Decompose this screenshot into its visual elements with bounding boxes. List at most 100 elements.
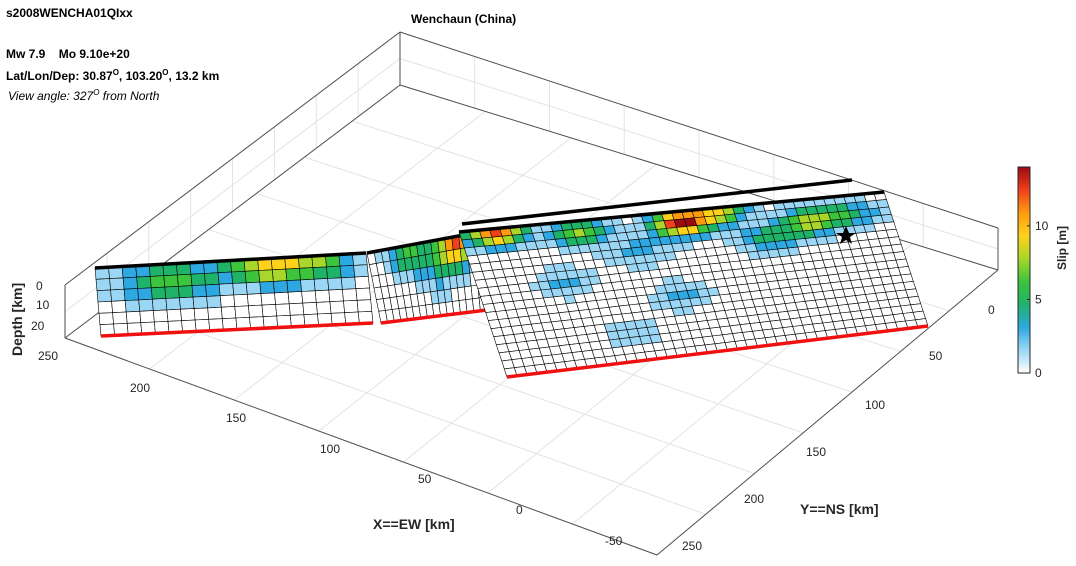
slip-cell [258,269,274,283]
slip-cell [895,258,909,268]
slip-cell [95,278,111,292]
slip-cell [910,303,924,313]
slip-cell [219,294,236,308]
slip-cell [137,287,153,301]
fault-trace-top [94,251,367,270]
slip-cell [111,300,127,314]
slip-cell [888,236,902,246]
x-tick-label: 50 [418,472,432,486]
slip-cell [356,299,373,313]
deg-sup-2: O [162,68,169,77]
slip-cell [191,284,207,298]
view-angle-label: View angle: 327 [8,89,94,103]
slip-cell [271,268,288,282]
slip-cell [110,288,126,302]
fault-bottom-edge [100,321,374,338]
slip-cell [883,221,897,231]
slip-cell [164,286,180,299]
slip-cell [878,206,892,216]
slip-cell [163,274,179,288]
slip-cell [206,295,222,309]
slip-cell [875,199,890,209]
z-tick-label: 0 [36,279,43,293]
slip-cell [260,292,276,306]
slip-cell [204,272,220,286]
slip-cell [285,267,301,281]
y-axis-label: Y==NS [km] [800,501,879,517]
wall-grid-line [399,58,999,250]
slip-cell [313,278,330,292]
fault-bottom-edge [506,324,929,379]
slip-cell [326,265,342,279]
colorbar-tick-label: 0 [1035,366,1042,380]
location-dep: , 13.2 km [168,69,220,83]
y-tick-label: 100 [865,398,885,412]
slip-cell [340,276,357,290]
z-axis-label: Depth [km] [9,283,25,356]
slip-cell [124,299,141,313]
slip-cell [328,289,344,303]
axes-box-edge [399,31,999,229]
slip-cell [136,276,152,289]
event-id: s2008WENCHA01QIxx [6,6,133,20]
slip-cell [98,312,114,326]
x-axis-label: X==EW [km] [373,516,455,532]
slip-cell [205,283,221,297]
slip-cell [192,296,209,309]
x-tick-label: -50 [605,534,623,548]
slip-cell [912,310,927,321]
fault-segment [94,251,374,338]
y-tick-label: 0 [988,303,995,317]
slip-cell [339,265,356,279]
slip-cell [299,267,315,281]
slip-cell [300,278,316,292]
slip-cell [900,273,914,283]
slip-cell [905,288,919,298]
slip-cell [343,299,359,314]
y-tick-label: 250 [682,539,702,553]
z-tick-label: 20 [31,319,45,333]
slip-cell [139,310,155,324]
slip-cell [312,266,328,280]
fault-segment [458,190,929,379]
axes-box-edge [64,31,401,286]
slip-cell [275,303,291,317]
slip-cell [245,281,262,295]
slip-cell [902,280,917,291]
colorbar-label: Slip [m] [1055,226,1069,270]
slip-cell [123,288,140,301]
fault-bottom-edge [380,308,488,325]
slip-cell [234,305,250,319]
slip-cell [149,275,166,289]
slip-cell [342,288,358,302]
slip-cell [220,306,237,320]
slip-cell [885,228,900,239]
slip-cell [180,308,196,322]
z-tick-label: 10 [36,298,50,312]
mw-label: Mw 7.9 [6,47,46,61]
slip-cell [274,291,290,305]
slip-cell [354,275,370,290]
x-tick-label: 200 [130,381,150,395]
slip-cell [179,296,195,310]
fault-segments [94,178,929,379]
slip-cell [97,300,113,314]
chart-title: Wenchaun (China) [411,12,517,26]
slip-cell [355,287,372,301]
slip-cell [150,286,167,300]
slip-cell [122,276,139,290]
slip-cell [246,293,263,307]
axis-ticks: -50 0 50 100 150 200 250 0 50 100 150 200 250 0 10 20 [31,279,995,553]
slip-cell [248,304,264,318]
fault-segment [366,230,488,325]
slip-cell [125,310,142,324]
deg-sup-1: O [112,68,119,77]
mo-label: Mo 9.10e+20 [58,47,130,61]
slip-cell [96,289,112,303]
slip-cell [259,281,275,294]
floor-grid-line [112,301,706,515]
slip-cell [177,273,193,287]
slip-cell [314,289,331,303]
axes-box-edge [64,337,658,556]
location-line: Lat/Lon/Dep: 30.87O, 103.20O, 13.2 km [6,68,219,83]
